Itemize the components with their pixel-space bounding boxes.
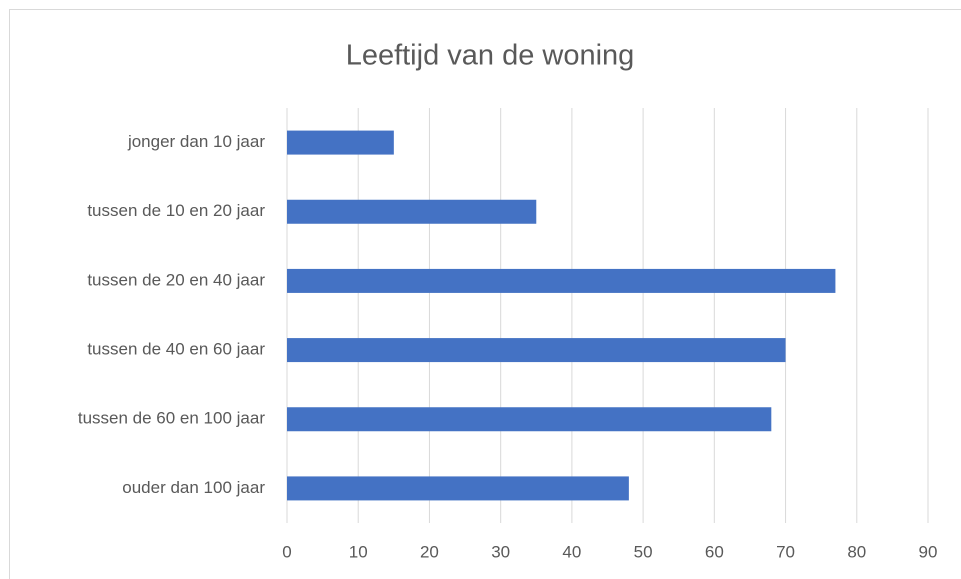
x-tick-label: 80	[847, 542, 866, 561]
x-tick-label: 70	[776, 542, 795, 561]
x-tick-label: 60	[705, 542, 724, 561]
bar	[287, 130, 394, 155]
x-tick-label: 30	[491, 542, 510, 561]
y-tick-label: tussen de 10 en 20 jaar	[87, 201, 265, 220]
y-tick-label: jonger dan 10 jaar	[127, 132, 265, 151]
y-tick-label: tussen de 20 en 40 jaar	[87, 270, 265, 289]
bar	[287, 338, 786, 363]
y-tick-label: tussen de 60 en 100 jaar	[78, 409, 265, 428]
x-tick-label: 10	[349, 542, 368, 561]
x-tick-label: 50	[634, 542, 653, 561]
y-tick-label: tussen de 40 en 60 jaar	[87, 340, 265, 359]
chart-title: Leeftijd van de woning	[346, 40, 635, 72]
bar	[287, 268, 836, 293]
y-tick-label: ouder dan 100 jaar	[122, 478, 265, 497]
x-tick-label: 90	[919, 542, 938, 561]
bar	[287, 407, 772, 432]
x-tick-label: 0	[282, 542, 291, 561]
bar	[287, 476, 629, 501]
x-tick-label: 40	[562, 542, 581, 561]
bar	[287, 199, 537, 224]
x-tick-label: 20	[420, 542, 439, 561]
